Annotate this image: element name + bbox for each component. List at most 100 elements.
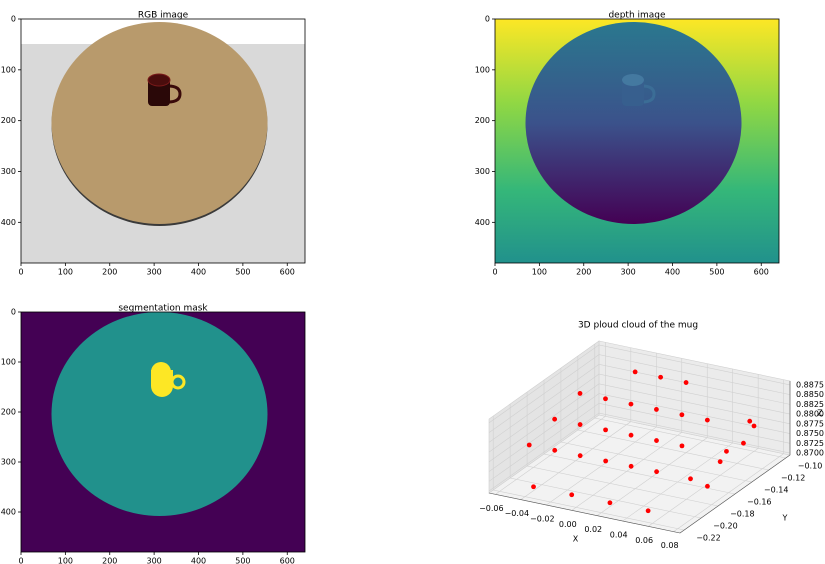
point — [603, 396, 608, 401]
point — [684, 380, 689, 385]
point — [578, 422, 583, 427]
x-tick-label: 200 — [102, 268, 117, 277]
point — [679, 412, 684, 417]
x-tick-label: 300 — [146, 268, 161, 277]
x-tick-label: 100 — [58, 268, 73, 277]
x-tick-label: 100 — [532, 268, 547, 277]
y-tick-label: −0.16 — [747, 498, 772, 507]
x-tick-label: 0 — [492, 268, 497, 277]
z-axis-label: Z — [817, 409, 823, 418]
x-tick-label: 300 — [620, 268, 635, 277]
point — [608, 500, 613, 505]
point — [629, 433, 634, 438]
point — [741, 441, 746, 446]
point — [658, 375, 663, 380]
x-tick-label: 500 — [235, 557, 250, 564]
y-tick-label: 400 — [475, 218, 490, 227]
y-tick-label: 200 — [475, 116, 490, 125]
point — [752, 424, 757, 429]
rgb-image — [21, 19, 305, 263]
point — [688, 476, 693, 481]
y-tick-label: 100 — [1, 358, 16, 367]
x-tick-label: −0.06 — [479, 504, 504, 513]
z-tick-label: 0.8850 — [796, 390, 824, 399]
chart-title: RGB image — [138, 11, 189, 21]
x-tick-label: 0.08 — [661, 541, 679, 550]
point — [654, 407, 659, 412]
x-tick-label: 0.00 — [559, 520, 577, 529]
y-tick-label: −0.10 — [798, 462, 823, 471]
point — [531, 484, 536, 489]
x-tick-label: 0.06 — [635, 536, 653, 545]
z-tick-label: 0.8725 — [796, 439, 824, 448]
z-tick-label: 0.8750 — [796, 429, 824, 438]
x-tick-label: 100 — [58, 557, 73, 564]
x-tick-label: 400 — [191, 557, 206, 564]
point — [705, 418, 710, 423]
z-tick-label: 0.8700 — [796, 449, 824, 458]
x-tick-label: 400 — [191, 268, 206, 277]
point — [705, 484, 710, 489]
x-tick-label: 300 — [146, 557, 161, 564]
z-tick-label: 0.8875 — [796, 380, 824, 389]
y-tick-label: 300 — [1, 458, 16, 467]
x-tick-label: 0.04 — [610, 531, 628, 540]
point — [569, 492, 574, 497]
x-tick-label: 0.02 — [584, 525, 602, 534]
point — [718, 459, 723, 464]
y-tick-label: 100 — [1, 65, 16, 74]
y-tick-label: 200 — [1, 408, 16, 417]
y-axis-label: Y — [782, 514, 788, 523]
x-tick-label: 0 — [18, 268, 23, 277]
x-tick-label: 400 — [665, 268, 680, 277]
y-tick-label: 100 — [475, 65, 490, 74]
y-tick-label: 400 — [1, 508, 16, 517]
x-tick-label: 200 — [102, 557, 117, 564]
x-tick-label: 500 — [709, 268, 724, 277]
x-tick-label: 500 — [235, 268, 250, 277]
point — [646, 508, 651, 513]
y-tick-label: 0 — [11, 308, 16, 317]
x-axis-label: X — [573, 535, 579, 544]
figure: RGB image 0 100 200 300 400 500 600 0 100 200 300 40… — [0, 0, 825, 564]
x-tick-label: 600 — [280, 557, 295, 564]
x-tick-label: −0.02 — [530, 515, 555, 524]
x-tick-label: 600 — [754, 268, 769, 277]
point — [629, 464, 634, 469]
z-tick-label: 0.8775 — [796, 419, 824, 428]
point — [527, 443, 532, 448]
x-tick-label: −0.04 — [505, 509, 530, 518]
x-tick-label: 200 — [576, 268, 591, 277]
x-tick-label: 0 — [18, 557, 23, 564]
y-tick-label: −0.20 — [713, 522, 738, 531]
point — [603, 427, 608, 432]
y-tick-label: −0.18 — [730, 510, 755, 519]
point — [654, 469, 659, 474]
y-tick-label: 300 — [1, 167, 16, 176]
depth-image — [495, 19, 779, 263]
y-tick-label: −0.12 — [781, 474, 806, 483]
point — [578, 453, 583, 458]
point — [724, 449, 729, 454]
y-tick-label: −0.14 — [764, 486, 789, 495]
point — [654, 438, 659, 443]
point — [552, 448, 557, 453]
y-tick-label: 400 — [1, 218, 16, 227]
point — [578, 391, 583, 396]
segmentation-image — [21, 312, 305, 552]
point — [680, 443, 685, 448]
chart-title: 3D ploud cloud of the mug — [578, 321, 698, 331]
chart-title: depth image — [608, 11, 666, 21]
x-tick-label: 600 — [280, 268, 295, 277]
point — [603, 459, 608, 464]
y-tick-label: 200 — [1, 116, 16, 125]
point — [629, 402, 634, 407]
point — [552, 417, 557, 422]
y-tick-label: −0.22 — [696, 534, 721, 543]
point — [633, 369, 638, 374]
point — [747, 419, 752, 424]
y-tick-label: 0 — [485, 15, 490, 24]
y-tick-label: 300 — [475, 167, 490, 176]
chart-title: segmentation mask — [118, 304, 208, 314]
y-tick-label: 0 — [11, 15, 16, 24]
